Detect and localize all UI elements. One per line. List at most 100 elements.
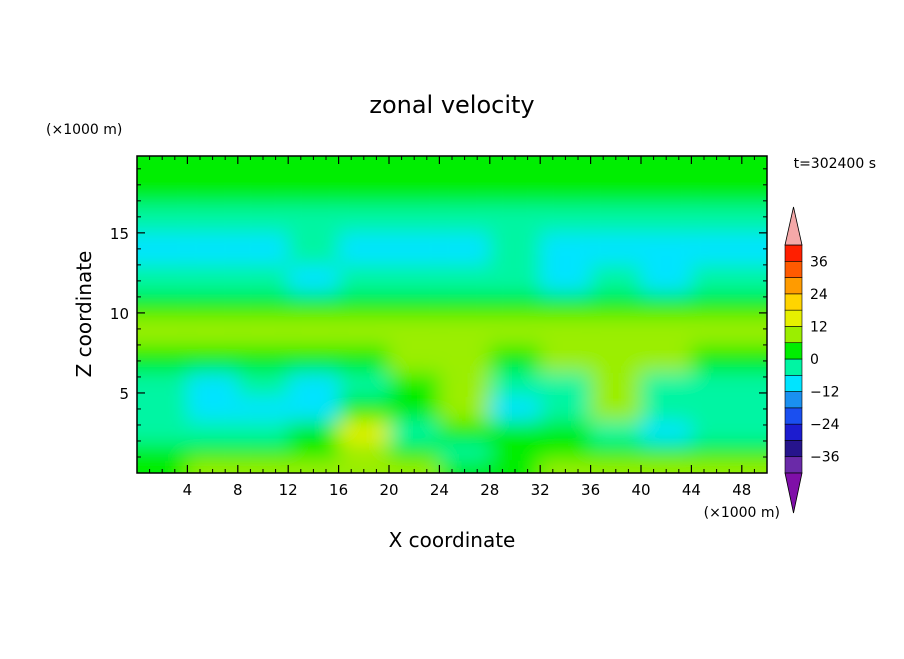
colorbar-tick-label: −12 <box>810 385 840 401</box>
field-cell <box>187 372 238 397</box>
field-cell <box>389 316 440 345</box>
field-cell <box>187 232 238 265</box>
field-cell <box>338 232 389 265</box>
colorbar-tick-label: 36 <box>810 254 828 270</box>
time-label: t=302400 s <box>794 156 876 172</box>
field-cell <box>389 264 440 293</box>
field-cell <box>489 232 541 265</box>
field-cell <box>237 396 289 421</box>
field-cell <box>288 316 339 345</box>
field-cell <box>137 443 188 461</box>
field-cell <box>590 156 641 181</box>
field-cell <box>489 344 541 373</box>
colorbar-segment <box>784 260 803 278</box>
field-cell <box>691 460 767 473</box>
field-cell <box>439 420 490 444</box>
field-cell <box>590 292 641 317</box>
colorbar-segment <box>784 440 803 458</box>
field-cell <box>691 420 767 444</box>
field-cell <box>187 396 238 421</box>
field-cell <box>590 372 641 397</box>
field-cell <box>338 292 389 317</box>
x-unit-label: (×1000 m) <box>704 505 780 521</box>
colorbar-tick-label: −24 <box>810 417 840 433</box>
field-cell <box>288 372 339 397</box>
field-cell <box>187 292 238 317</box>
field-cell <box>590 396 641 421</box>
field-cell <box>338 156 389 181</box>
field-cell <box>187 420 238 444</box>
x-tick-label: 12 <box>279 481 298 499</box>
field-cell <box>641 232 692 265</box>
field-cell <box>489 264 541 293</box>
y-tick-label: 15 <box>110 225 129 243</box>
field-cell <box>389 156 440 181</box>
x-tick-label: 48 <box>732 481 751 499</box>
field-cell <box>288 232 339 265</box>
field-cell <box>137 396 188 421</box>
field-cell <box>641 264 692 293</box>
field-cell <box>237 232 289 265</box>
field-cell <box>641 156 692 181</box>
field-cell <box>187 443 238 461</box>
y-tick-label: 10 <box>110 305 129 323</box>
field-cell <box>137 232 188 265</box>
colorbar-segment <box>784 456 803 474</box>
field-cell <box>288 396 339 421</box>
field-cell <box>641 316 692 345</box>
field-cell <box>590 180 641 205</box>
field-cell <box>288 344 339 373</box>
field-cell <box>641 292 692 317</box>
field-cell <box>540 232 591 265</box>
field-cell <box>237 180 289 205</box>
field-cell <box>187 344 238 373</box>
field-cell <box>389 204 440 233</box>
field-cell <box>389 372 440 397</box>
field-cell <box>137 344 188 373</box>
field-cell <box>489 316 541 345</box>
colorbar-segment <box>784 423 803 441</box>
y-unit-label: (×1000 m) <box>46 122 122 138</box>
field-cell <box>439 396 490 421</box>
field-cell <box>338 204 389 233</box>
colorbar-segment <box>784 342 803 360</box>
x-tick-label: 40 <box>631 481 650 499</box>
field-cell <box>439 156 490 181</box>
field-cell <box>540 264 591 293</box>
field-cell <box>237 372 289 397</box>
colorbar-tick-label: 12 <box>810 319 828 335</box>
x-tick-label: 4 <box>183 481 193 499</box>
field-cell <box>641 372 692 397</box>
field-cell <box>237 420 289 444</box>
field-cell <box>288 156 339 181</box>
x-tick-label: 36 <box>581 481 600 499</box>
field-cell <box>641 180 692 205</box>
field-cell <box>691 264 767 293</box>
field-cell <box>439 316 490 345</box>
field-cell <box>237 204 289 233</box>
field-cell <box>338 372 389 397</box>
field-cell <box>489 180 541 205</box>
field-cell <box>439 443 490 461</box>
field-cell <box>540 180 591 205</box>
colorbar-tick-label: 24 <box>810 287 828 303</box>
x-tick-label: 20 <box>379 481 398 499</box>
field-cell <box>288 443 339 461</box>
colorbar-segment <box>784 326 803 344</box>
field-cell <box>590 344 641 373</box>
field-cell <box>237 156 289 181</box>
field-cell <box>691 292 767 317</box>
field-cell <box>691 232 767 265</box>
x-tick-label: 8 <box>233 481 243 499</box>
field-cell <box>489 156 541 181</box>
field-cell <box>439 344 490 373</box>
field-cell <box>590 443 641 461</box>
field-cell <box>590 204 641 233</box>
field-cell <box>489 204 541 233</box>
field-cell <box>288 180 339 205</box>
field-cell <box>489 372 541 397</box>
field-cell <box>389 344 440 373</box>
field-cell <box>237 443 289 461</box>
field-cell <box>137 372 188 397</box>
field-cell <box>187 204 238 233</box>
